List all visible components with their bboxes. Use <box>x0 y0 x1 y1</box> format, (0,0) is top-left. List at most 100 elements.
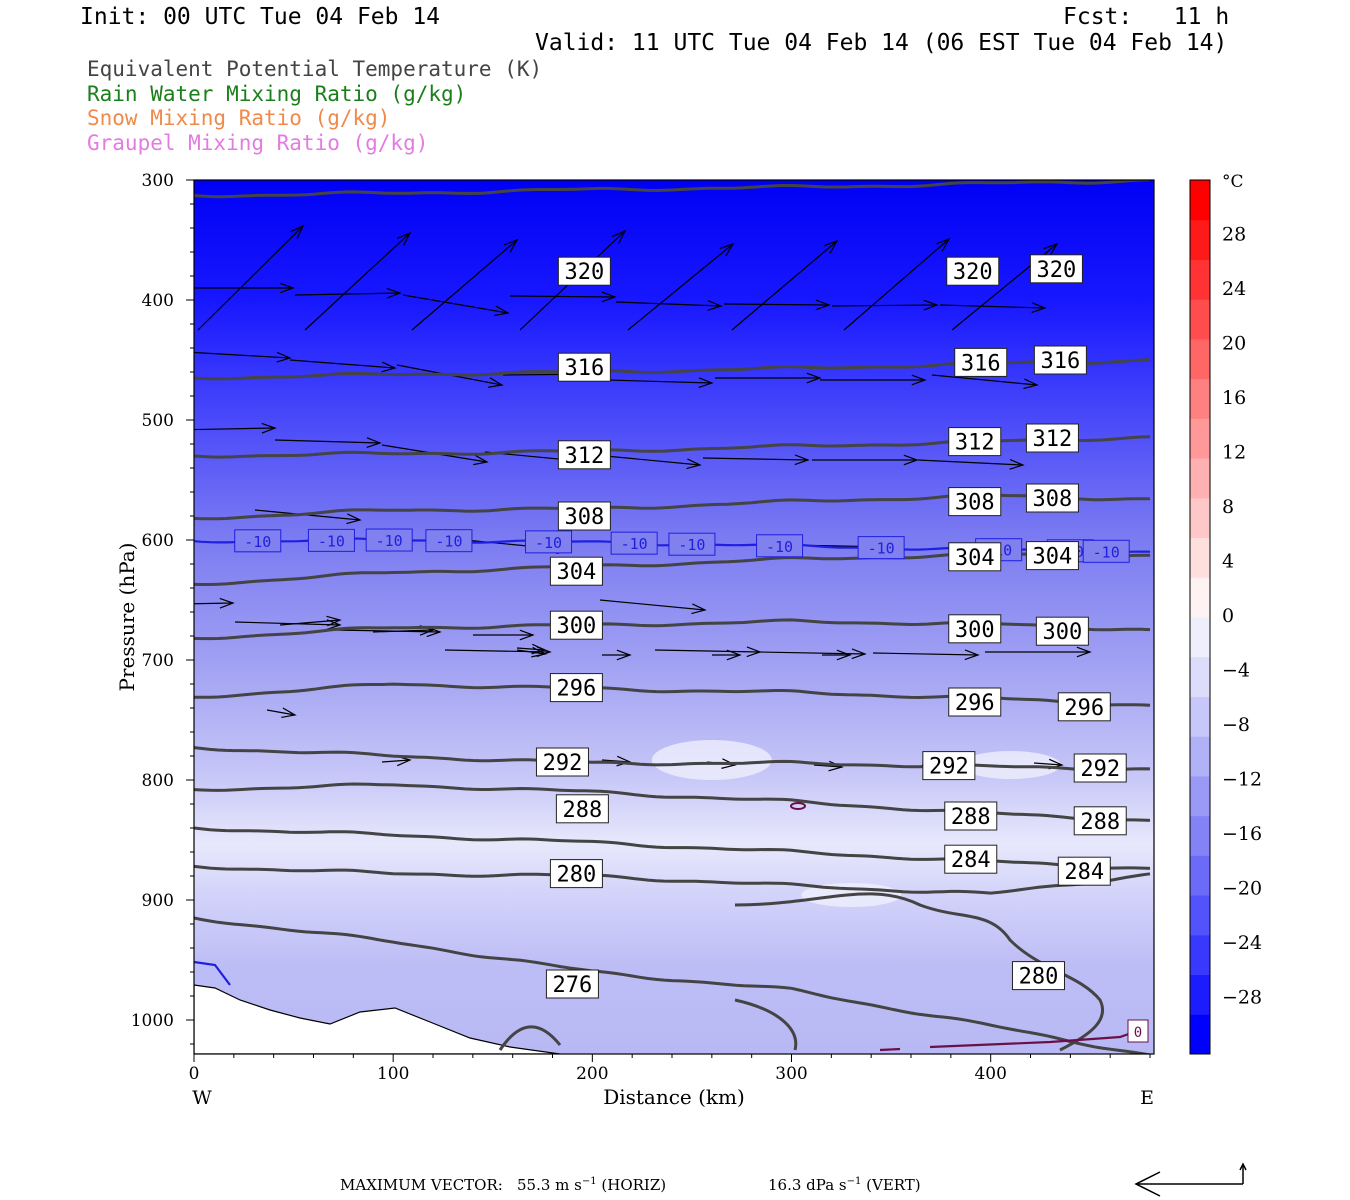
theta-e-label-box <box>1057 692 1111 722</box>
wind-vector-head <box>698 377 714 388</box>
theta-e-label-box <box>1073 753 1127 783</box>
colorbar-bin <box>1190 1014 1210 1055</box>
wind-vector-head <box>494 305 510 317</box>
wind-vector-head <box>386 287 402 299</box>
legend-snow: Snow Mixing Ratio (g/kg) <box>87 106 391 130</box>
wind-vector-head <box>1043 242 1059 257</box>
colorbar-label: 0 <box>1222 605 1234 627</box>
theta-e-label-box <box>549 673 603 703</box>
isotherm-minus10-surface <box>194 960 231 986</box>
colorbar-bin <box>1190 934 1210 976</box>
y-tick-label: 500 <box>142 411 174 431</box>
colorbar-label: −28 <box>1222 987 1262 1009</box>
theta-e-label-box <box>944 801 998 831</box>
wind-vector <box>1033 762 1063 766</box>
wind-vector-head <box>1076 646 1092 658</box>
y-tick-label: 1000 <box>131 1011 174 1031</box>
theta-e-label: 308 <box>564 505 604 530</box>
x-tick-label: 0 <box>189 1064 200 1084</box>
vert-vector-value: 16.3 dPa s−1 (VERT) <box>768 1176 921 1194</box>
wind-vector <box>509 295 616 298</box>
theta-e-label: 300 <box>955 618 995 643</box>
theta-e-label-box <box>944 844 998 874</box>
theta-e-label: 284 <box>951 848 991 873</box>
colorbar-label: 24 <box>1222 278 1246 300</box>
wind-vector <box>516 649 546 655</box>
colorbar-bin <box>1190 418 1210 459</box>
colorbar-bin <box>1190 299 1210 340</box>
isotherm-label: -10 <box>868 540 895 558</box>
wind-vector <box>516 647 546 651</box>
isotherm-label-box <box>668 532 716 556</box>
colorbar-label: 28 <box>1222 224 1246 246</box>
theta-e-label-box <box>1025 541 1079 571</box>
colorbar-bin <box>1190 656 1210 697</box>
theta-e-contour-276 <box>194 916 1151 1054</box>
y-axis-label: Pressure (hPa) <box>115 543 139 692</box>
wind-vector <box>939 304 1046 309</box>
theta-e-label-box <box>557 501 611 531</box>
theta-e-label-box <box>535 747 589 777</box>
wind-vector-head <box>326 619 342 630</box>
colorbar-label: 12 <box>1222 442 1246 464</box>
theta-e-label: 320 <box>1037 258 1077 283</box>
colorbar-label: −4 <box>1222 660 1250 682</box>
wind-vector <box>194 427 276 431</box>
wind-vector-head <box>290 224 305 239</box>
theta-e-label: 288 <box>951 805 991 830</box>
wind-vector <box>274 439 381 444</box>
isotherm-label: -10 <box>435 533 462 551</box>
wind-vector <box>723 303 830 306</box>
wind-vector <box>872 652 979 656</box>
theta-e-label: 308 <box>1033 487 1073 512</box>
colorbar-frame <box>1189 179 1211 1055</box>
theta-e-label-box <box>557 440 611 470</box>
isotherm-label: -10 <box>244 533 271 551</box>
theta-e-label-box <box>948 687 1002 717</box>
warm-patch <box>960 751 1061 779</box>
theta-e-label-box <box>1073 806 1127 836</box>
isotherm-label: -10 <box>376 532 403 550</box>
isotherm-zero-label: 0 <box>1134 1025 1142 1041</box>
theta-e-label-box <box>948 427 1002 457</box>
isotherm-label-box <box>610 531 658 555</box>
wind-vector-head <box>366 437 382 448</box>
colorbar-bin <box>1190 180 1210 221</box>
y-tick-label: 400 <box>142 291 174 311</box>
colorbar-label: −20 <box>1222 878 1262 900</box>
wind-vector <box>372 629 434 633</box>
theta-e-label-box <box>549 859 603 889</box>
colorbar-bin <box>1190 378 1210 419</box>
y-tick-label: 600 <box>142 531 174 551</box>
wind-vector <box>615 301 722 307</box>
wind-vector <box>731 240 838 331</box>
reference-vector-icon <box>1134 1162 1247 1197</box>
theta-e-label: 316 <box>961 351 1001 376</box>
theta-e-label-box <box>1029 254 1083 284</box>
wind-vector-head <box>531 646 547 658</box>
theta-e-label: 304 <box>955 546 995 571</box>
wind-vector <box>843 238 950 331</box>
wind-vector-head <box>601 291 617 303</box>
wind-vector-head <box>911 374 927 386</box>
isotherm-label: -10 <box>621 535 648 553</box>
wind-vector-head <box>279 282 295 294</box>
theta-e-label-box <box>1025 483 1079 513</box>
wind-vector-head <box>503 238 519 253</box>
isotherm-label-box <box>1082 539 1130 563</box>
theta-e-label: 316 <box>1041 349 1081 374</box>
isotherm-label-box <box>234 529 282 553</box>
wind-vector <box>304 232 411 331</box>
wind-vector <box>813 764 843 768</box>
wind-vector <box>627 243 734 331</box>
theta-e-contour-280 <box>194 864 1151 895</box>
horiz-vector-value: 55.3 m s−1 (HORIZ) <box>517 1176 667 1194</box>
theta-e-label-box <box>555 794 609 824</box>
wind-vector <box>197 225 304 331</box>
colorbar-bin <box>1190 338 1210 380</box>
theta-e-label-box <box>557 256 611 286</box>
theta-e-label: 288 <box>563 798 603 823</box>
wind-vector-head <box>346 513 362 525</box>
theta-e-label-box <box>954 347 1008 377</box>
colorbar-bin <box>1190 497 1210 539</box>
